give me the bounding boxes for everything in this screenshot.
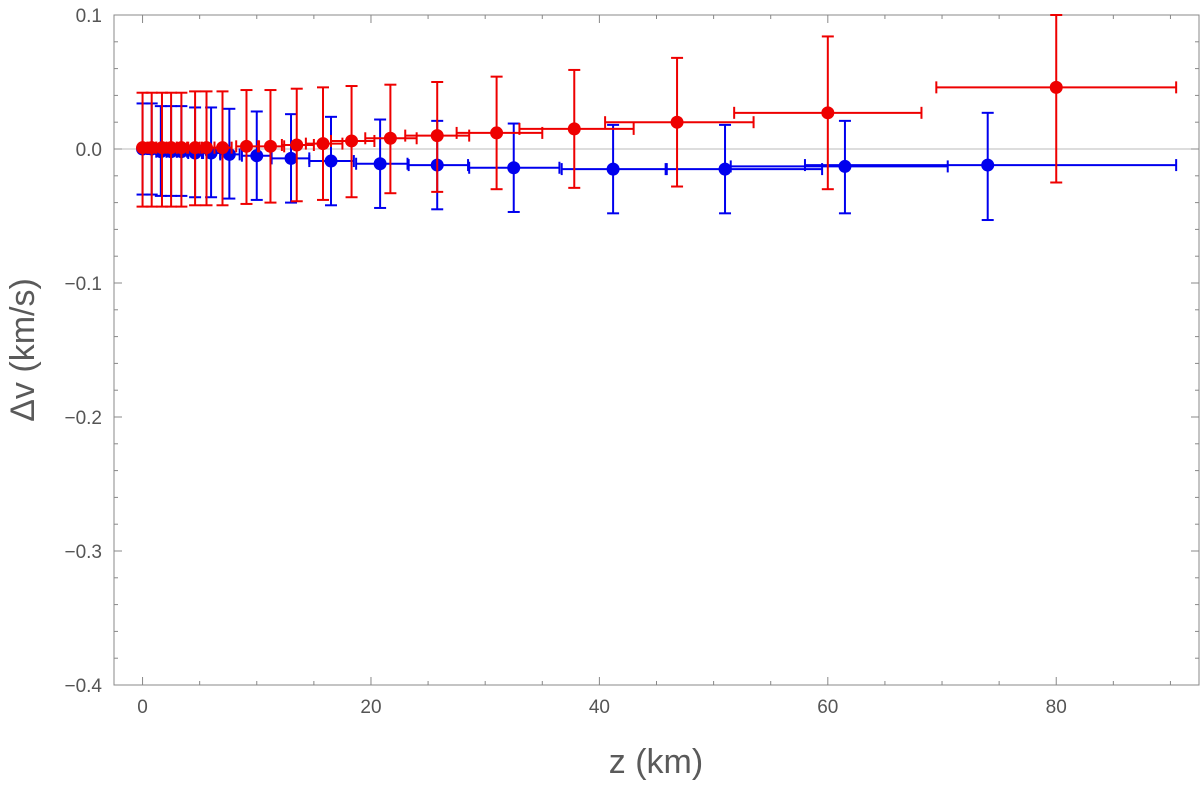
data-point bbox=[821, 106, 835, 120]
x-tick-label: 20 bbox=[360, 697, 381, 718]
plot-frame bbox=[113, 14, 1200, 686]
y-tick-label: 0.0 bbox=[76, 140, 102, 161]
data-point bbox=[838, 159, 852, 173]
data-point bbox=[164, 141, 178, 155]
data-point bbox=[383, 131, 397, 145]
x-tick-label: 0 bbox=[137, 697, 148, 718]
series-layer bbox=[136, 14, 1178, 222]
x-axis-title: z (km) bbox=[609, 743, 703, 781]
data-point bbox=[507, 161, 521, 175]
data-point bbox=[216, 141, 229, 155]
data-point bbox=[188, 141, 202, 155]
y-tick-label: −0.4 bbox=[64, 676, 102, 697]
y-axis-title: Δv (km/s) bbox=[4, 278, 42, 422]
data-point bbox=[373, 157, 387, 171]
data-point bbox=[430, 129, 444, 143]
data-point bbox=[606, 162, 620, 176]
y-tick-label: 0.1 bbox=[76, 6, 102, 27]
data-point bbox=[155, 141, 169, 155]
y-tick-label: −0.1 bbox=[64, 274, 102, 295]
x-tick-label: 80 bbox=[1046, 697, 1067, 718]
data-point bbox=[316, 137, 330, 151]
data-point bbox=[239, 139, 253, 153]
data-point bbox=[284, 151, 298, 165]
y-axis-ticks: 0.1 0.0 −0.1 −0.2 −0.3 −0.4 bbox=[64, 6, 1199, 697]
data-point bbox=[345, 134, 359, 148]
data-point bbox=[174, 141, 188, 155]
data-point bbox=[324, 154, 338, 168]
data-point bbox=[136, 141, 150, 155]
data-point bbox=[1049, 80, 1063, 94]
y-tick-label: −0.3 bbox=[64, 542, 102, 563]
data-point bbox=[250, 149, 264, 163]
series-2 bbox=[136, 14, 1178, 208]
x-tick-label: 40 bbox=[589, 697, 610, 718]
data-point bbox=[290, 138, 304, 152]
data-point bbox=[490, 126, 504, 140]
data-point bbox=[263, 139, 277, 153]
data-point bbox=[718, 162, 732, 176]
x-tick-label: 60 bbox=[817, 697, 838, 718]
series-1 bbox=[136, 102, 1178, 222]
data-point bbox=[145, 141, 159, 155]
data-point bbox=[200, 141, 214, 155]
data-point bbox=[670, 115, 684, 129]
y-tick-label: −0.2 bbox=[64, 408, 102, 429]
data-point bbox=[981, 158, 995, 172]
data-point bbox=[567, 122, 581, 136]
x-axis-ticks: 0 20 40 60 80 bbox=[137, 15, 1171, 718]
